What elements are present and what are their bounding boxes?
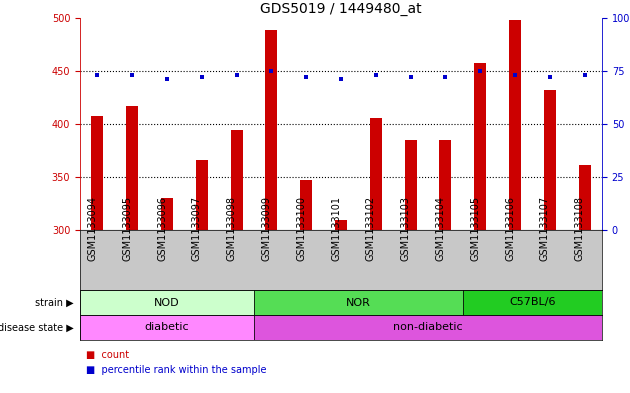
Bar — [370, 118, 382, 230]
Text: diabetic: diabetic — [145, 323, 189, 332]
Bar — [161, 198, 173, 230]
Point — [93, 72, 103, 78]
Bar — [254, 315, 602, 340]
Bar — [463, 290, 602, 315]
Point — [545, 74, 555, 81]
Point — [406, 74, 416, 81]
Point — [266, 68, 277, 74]
Point — [197, 74, 207, 81]
Point — [475, 68, 485, 74]
Title: GDS5019 / 1449480_at: GDS5019 / 1449480_at — [260, 2, 422, 16]
Bar — [544, 90, 556, 230]
Bar — [474, 62, 486, 230]
Bar — [196, 160, 208, 230]
Bar — [265, 29, 277, 230]
Bar — [91, 116, 103, 230]
Text: ■  count: ■ count — [86, 350, 129, 360]
Bar — [578, 165, 591, 230]
Bar — [231, 130, 243, 230]
Text: disease state ▶: disease state ▶ — [0, 323, 74, 332]
Bar — [439, 140, 452, 230]
Bar — [126, 106, 139, 230]
Text: C57BL/6: C57BL/6 — [509, 298, 556, 307]
Text: non-diabetic: non-diabetic — [393, 323, 463, 332]
Bar — [404, 140, 416, 230]
Text: strain ▶: strain ▶ — [35, 298, 74, 307]
Point — [510, 72, 520, 78]
Bar — [509, 20, 521, 230]
Text: NOR: NOR — [346, 298, 371, 307]
Bar — [254, 290, 463, 315]
Point — [336, 76, 346, 83]
Text: NOD: NOD — [154, 298, 180, 307]
Bar — [80, 315, 254, 340]
Bar — [335, 220, 347, 230]
Bar — [80, 290, 254, 315]
Point — [301, 74, 311, 81]
Point — [440, 74, 450, 81]
Point — [232, 72, 242, 78]
Point — [162, 76, 172, 83]
Text: ■  percentile rank within the sample: ■ percentile rank within the sample — [86, 365, 266, 375]
Point — [371, 72, 381, 78]
Point — [127, 72, 137, 78]
Point — [580, 72, 590, 78]
Bar — [300, 180, 312, 230]
